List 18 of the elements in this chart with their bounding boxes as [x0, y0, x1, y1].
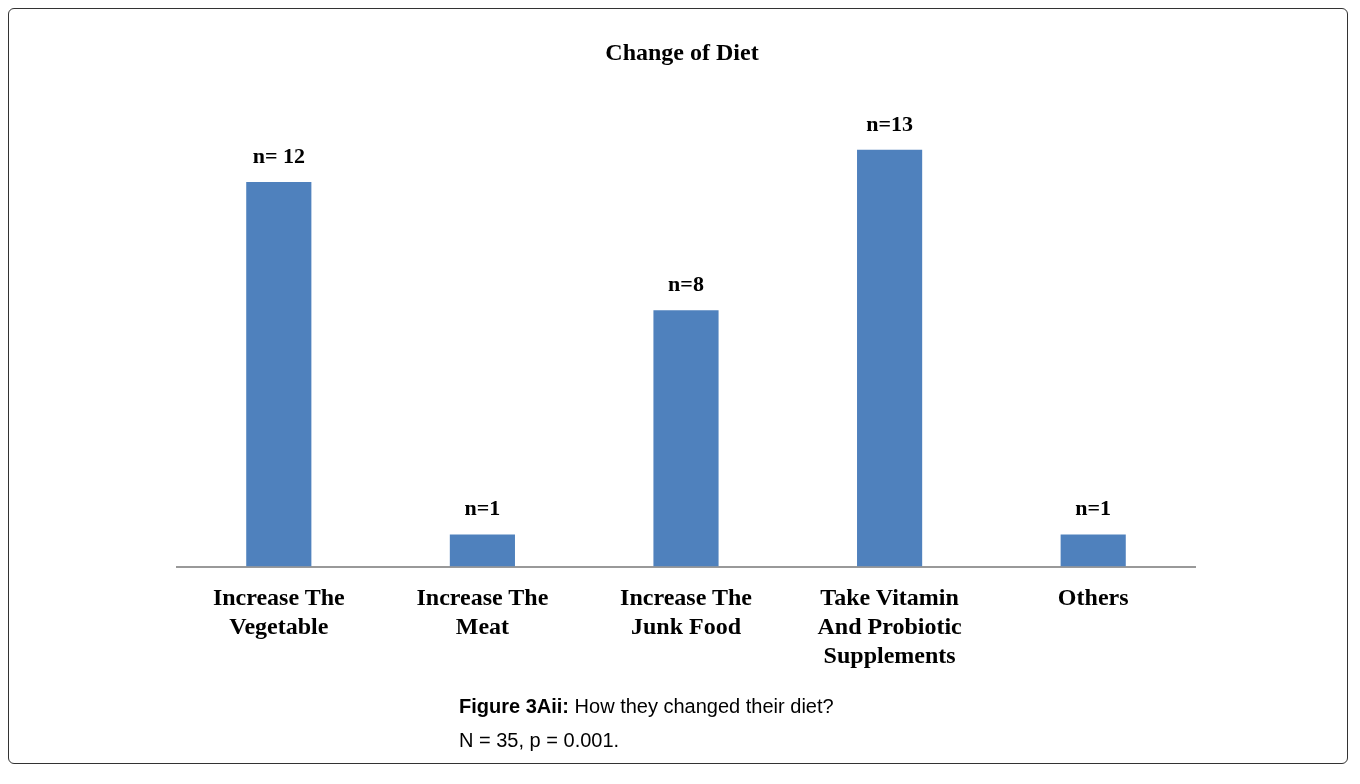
x-tick-label: Increase The Meat [416, 584, 549, 639]
x-tick-label: Others [1057, 584, 1129, 611]
data-label: n=8 [668, 270, 704, 296]
data-label: n=1 [1075, 495, 1112, 521]
x-tick-label: Increase The Junk Food [620, 584, 753, 639]
data-label: n=13 [866, 110, 913, 136]
bar [246, 181, 312, 567]
chart-title: Change of Diet [605, 38, 759, 65]
text: N = 35, p = 0.001. [459, 729, 620, 751]
bar [1060, 534, 1126, 567]
x-tick-label: Increase The Vegetable [212, 584, 346, 639]
bar [449, 534, 515, 567]
data-label: n=1 [464, 495, 501, 521]
data-label: n= 12 [252, 142, 305, 168]
bar [857, 149, 923, 567]
caption: Figure 3Aii: How they changed their diet? [459, 695, 834, 717]
x-tick-label: Take Vitamin And Probiotic Supplements [817, 584, 963, 668]
bar [653, 310, 719, 567]
